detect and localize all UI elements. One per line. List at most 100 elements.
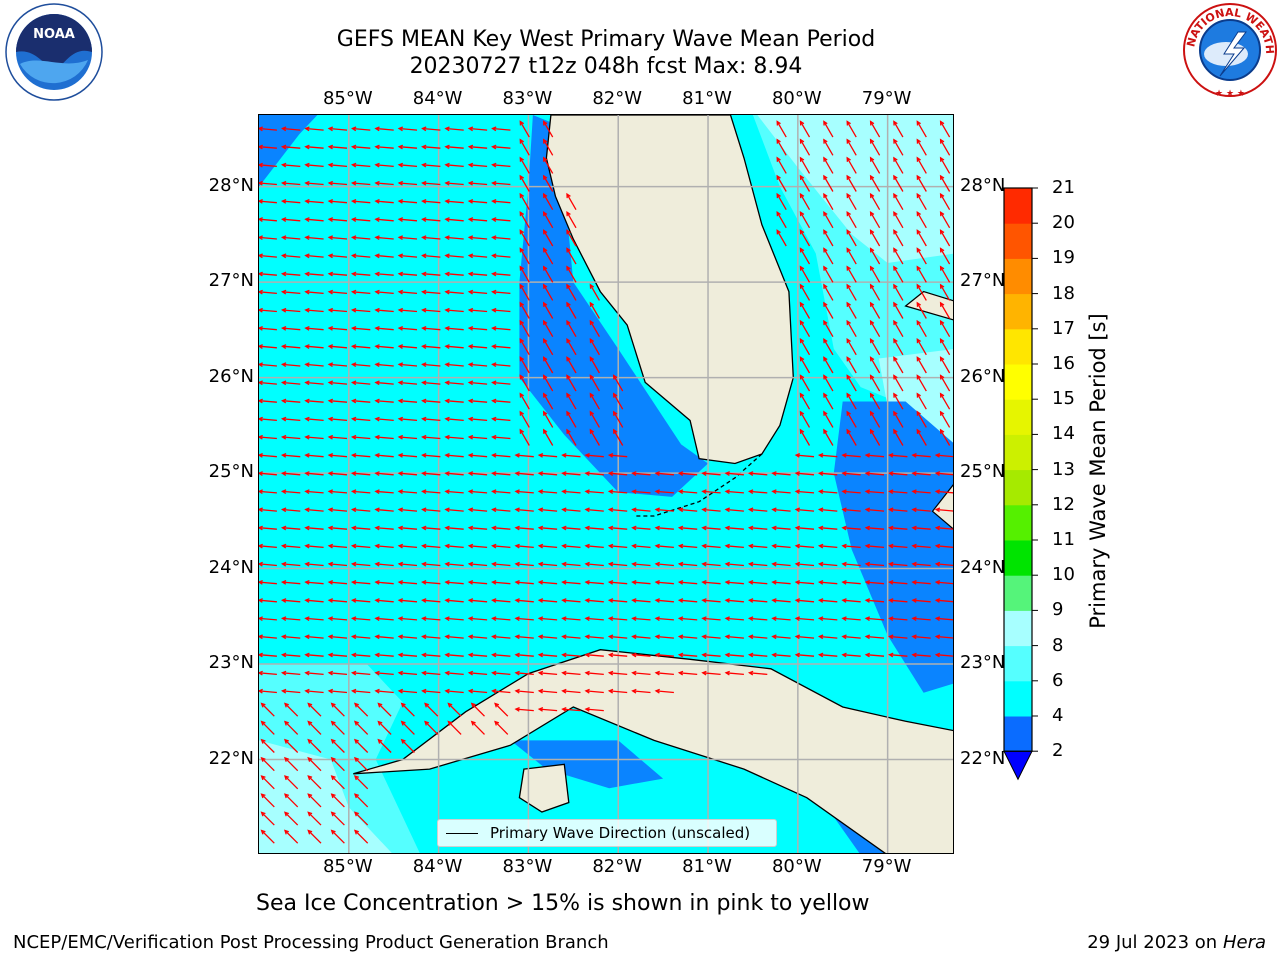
wave-direction-arrow	[842, 545, 861, 549]
wave-direction-arrowhead	[327, 434, 334, 440]
wave-direction-arrow	[866, 545, 885, 549]
wave-direction-arrow	[469, 146, 488, 149]
wave-direction-arrow	[329, 291, 348, 295]
wave-direction-arrowhead	[701, 507, 707, 513]
wave-direction-arrow	[893, 284, 904, 301]
wave-direction-arrowhead	[444, 307, 450, 313]
wave-direction-arrow	[352, 563, 371, 567]
wave-direction-arrow	[329, 236, 348, 240]
wave-direction-arrowhead	[934, 507, 941, 513]
wave-direction-arrow	[589, 357, 600, 374]
wave-direction-arrowhead	[304, 162, 310, 168]
wave-direction-arrowhead	[823, 410, 828, 416]
wave-direction-arrow	[282, 345, 301, 349]
wave-direction-arrow	[259, 254, 277, 258]
colorbar-tick-label: 6	[1052, 669, 1064, 691]
wave-direction-arrow	[866, 472, 885, 476]
wave-direction-arrowhead	[280, 235, 287, 241]
wave-direction-arrowhead	[491, 452, 497, 458]
colorbar-tick-label: 12	[1052, 493, 1075, 515]
wave-direction-arrowhead	[776, 138, 781, 144]
wave-direction-arrow	[632, 617, 651, 621]
wave-direction-arrow	[772, 563, 791, 567]
wave-direction-arrow	[469, 654, 488, 657]
wave-direction-arrowhead	[350, 525, 357, 531]
wave-direction-arrowhead	[519, 283, 525, 289]
wave-direction-arrowhead	[561, 543, 567, 549]
wave-direction-arrowhead	[397, 471, 404, 476]
wave-direction-arrow	[893, 211, 904, 229]
wave-direction-arrow	[282, 599, 301, 603]
wave-direction-arrow	[375, 291, 394, 295]
wave-direction-arrow	[445, 654, 464, 657]
wave-direction-arrow	[352, 527, 371, 530]
wave-direction-arrowhead	[467, 652, 474, 658]
wave-direction-arrowhead	[747, 507, 754, 513]
wave-direction-arrow	[515, 708, 534, 712]
wave-direction-arrow	[870, 393, 881, 410]
wave-direction-arrow	[282, 690, 301, 694]
wave-direction-arrow	[329, 690, 348, 694]
wave-direction-arrow	[445, 454, 464, 458]
wave-direction-arrowhead	[491, 180, 497, 186]
wave-direction-arrowhead	[869, 265, 875, 271]
wave-direction-arrowhead	[374, 670, 380, 676]
wave-direction-arrow	[519, 284, 530, 301]
wave-direction-arrowhead	[491, 126, 497, 132]
wave-direction-arrow	[940, 357, 951, 374]
wave-direction-arrow	[259, 309, 277, 313]
wave-direction-arrow	[282, 527, 301, 530]
wave-direction-arrowhead	[260, 756, 266, 762]
wave-direction-arrow	[469, 218, 488, 222]
wave-direction-arrow	[284, 793, 299, 808]
wave-direction-arrow	[846, 284, 857, 301]
wave-direction-arrow	[399, 563, 418, 567]
wave-direction-arrowhead	[584, 543, 590, 549]
wave-direction-arrow	[543, 338, 554, 356]
wave-direction-arrow	[566, 357, 577, 374]
wave-direction-arrowhead	[776, 156, 781, 162]
wave-direction-arrow	[893, 357, 904, 374]
wave-direction-arrow	[447, 721, 462, 735]
wave-direction-arrowhead	[444, 126, 450, 132]
wave-direction-arrowhead	[911, 507, 917, 513]
wave-direction-arrow	[305, 672, 324, 676]
wave-direction-arrow	[519, 393, 530, 410]
wave-direction-arrow	[259, 236, 277, 240]
wave-direction-arrowhead	[677, 634, 684, 640]
wave-direction-arrowhead	[397, 525, 404, 531]
wave-direction-arrowhead	[259, 398, 263, 404]
wave-direction-arrow	[823, 284, 834, 301]
wave-direction-arrowhead	[864, 543, 871, 549]
wave-direction-arrowhead	[846, 283, 851, 289]
wave-direction-arrow	[259, 563, 277, 567]
wave-direction-arrowhead	[888, 507, 894, 513]
wave-direction-arrowhead	[397, 652, 404, 658]
wave-direction-arrow	[375, 599, 394, 603]
wave-direction-arrow	[566, 302, 577, 319]
wave-direction-arrowhead	[916, 229, 921, 235]
wave-direction-arrowhead	[353, 720, 360, 726]
wave-direction-arrowhead	[259, 362, 263, 368]
land-grand-bahama	[904, 290, 953, 321]
wave-direction-arrowhead	[304, 398, 310, 404]
wave-direction-arrowhead	[542, 156, 548, 162]
wave-direction-arrowhead	[584, 634, 590, 640]
wave-direction-arrow	[846, 157, 857, 174]
wave-direction-arrow	[702, 472, 721, 476]
wave-direction-arrowhead	[841, 525, 847, 531]
wave-direction-arrowhead	[259, 289, 263, 295]
wave-direction-arrowhead	[397, 180, 404, 186]
wave-direction-arrowhead	[864, 471, 871, 476]
wave-direction-arrow	[819, 635, 838, 639]
wave-direction-arrow	[305, 309, 324, 313]
wave-direction-arrowhead	[491, 598, 497, 603]
wave-direction-arrowhead	[677, 670, 684, 676]
wave-direction-arrow	[492, 672, 511, 676]
wave-direction-arrow	[936, 508, 953, 512]
wave-direction-arrow	[842, 581, 861, 585]
wave-direction-arrow	[305, 164, 324, 168]
wave-direction-arrowhead	[612, 374, 618, 380]
wave-direction-arrow	[539, 654, 558, 657]
wave-direction-arrow	[352, 363, 371, 367]
